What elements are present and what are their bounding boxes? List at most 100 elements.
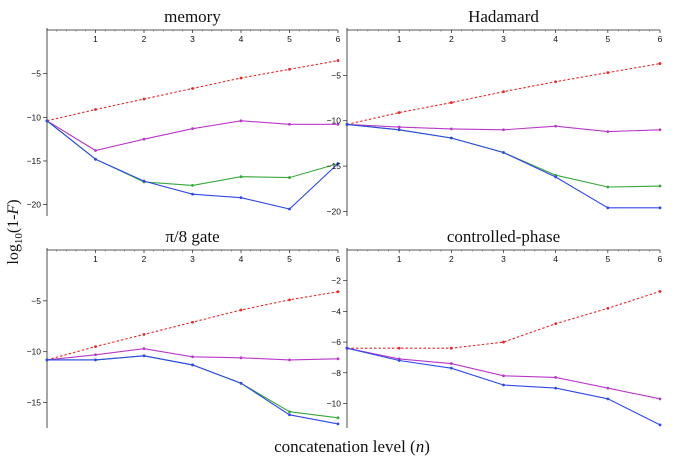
x-tick-label: 5 (605, 34, 610, 44)
y-tick-label: −5 (31, 69, 41, 79)
y-tick-label: −15 (27, 398, 42, 408)
x-tick-label: 5 (605, 254, 610, 264)
data-point-magenta (191, 127, 194, 131)
data-point-magenta (336, 122, 340, 126)
x-tick-label: 1 (397, 254, 402, 264)
x-tick-label: 4 (239, 254, 244, 264)
chart-panel-4: controlled-phase 1 2 3 4 5 6 −2 −4 −6 −8 −10 (327, 227, 663, 428)
data-point-red (606, 71, 610, 75)
data-point-blue (502, 151, 505, 154)
data-point-blue (94, 157, 97, 161)
data-point-blue (345, 346, 349, 350)
y-tick-label: −20 (27, 200, 42, 210)
y-tick-label: −4 (331, 306, 341, 316)
data-point-green (336, 416, 340, 420)
y-tick-label: −15 (327, 161, 342, 171)
data-point-blue (606, 206, 610, 210)
data-point-blue (554, 175, 558, 179)
data-point-magenta (142, 137, 146, 141)
x-tick-label: 6 (336, 34, 341, 44)
data-point-red (658, 62, 662, 65)
panel-title: π/8 gate (165, 227, 219, 246)
x-tick-label: 6 (658, 34, 663, 44)
chart-panels: memory 1 2 3 4 5 6 −5 −10 −15 −20 Hadamard 1 2 3 4 5 6 −5 −… (27, 7, 663, 428)
x-tick-label: 4 (553, 34, 558, 44)
data-point-magenta (606, 130, 610, 134)
data-point-blue (94, 358, 97, 362)
chart-panel-3: π/8 gate 1 2 3 4 5 6 −5 −10 −15 (27, 227, 341, 428)
y-tick-label: −10 (327, 116, 342, 126)
y-tick-label: −2 (331, 276, 341, 286)
data-point-blue (336, 162, 340, 166)
data-point-magenta (288, 358, 291, 362)
data-point-green (658, 184, 662, 188)
data-point-magenta (191, 355, 194, 359)
data-point-blue (345, 122, 349, 126)
data-point-green (606, 185, 610, 189)
data-point-blue (449, 136, 453, 140)
data-point-green (288, 176, 291, 179)
chart-panel-2: Hadamard 1 2 3 4 5 6 −5 −10 −15 −20 (327, 7, 663, 216)
data-point-blue (658, 206, 662, 210)
data-point-red (94, 108, 97, 111)
data-point-blue (191, 192, 194, 196)
data-point-magenta (239, 356, 243, 360)
data-point-red (554, 322, 558, 326)
series-line-magenta (46, 348, 339, 361)
panel-title: controlled-phase (447, 227, 560, 246)
data-point-red (239, 76, 243, 80)
data-point-blue (336, 422, 340, 426)
data-point-red (336, 59, 340, 62)
data-point-magenta (449, 127, 453, 131)
data-point-green (239, 175, 243, 179)
data-point-red (397, 111, 401, 114)
data-point-blue (554, 386, 558, 390)
data-point-blue (449, 366, 453, 370)
series-line-blue (346, 123, 660, 209)
data-point-red (288, 67, 291, 71)
data-point-red (554, 80, 558, 84)
series-line-green (46, 120, 339, 186)
y-tick-label: −10 (327, 398, 342, 408)
panel-title: Hadamard (468, 7, 539, 26)
series-line-green (346, 123, 661, 188)
data-point-blue (502, 383, 505, 387)
x-tick-label: 3 (190, 254, 195, 264)
y-axis-label: log10(1-F) (5, 199, 25, 264)
data-point-blue (288, 207, 291, 211)
data-point-green (288, 410, 291, 414)
x-tick-label: 1 (397, 34, 402, 44)
data-point-green (191, 184, 194, 187)
data-point-blue (45, 119, 49, 123)
x-tick-label: 2 (142, 254, 147, 264)
data-point-magenta (658, 128, 662, 132)
data-point-magenta (142, 347, 146, 351)
y-tick-label: −5 (31, 296, 41, 306)
data-point-red (658, 290, 662, 293)
series-line-red (346, 63, 661, 125)
data-point-red (502, 90, 505, 94)
x-tick-label: 6 (336, 254, 341, 264)
data-point-red (502, 340, 505, 344)
y-tick-label: −5 (331, 70, 341, 80)
data-point-magenta (554, 375, 558, 379)
x-tick-label: 1 (93, 254, 98, 264)
x-tick-label: 5 (287, 254, 292, 264)
data-point-blue (397, 359, 401, 362)
x-tick-label: 4 (239, 34, 244, 44)
data-point-blue (397, 128, 401, 132)
data-point-blue (191, 363, 194, 367)
data-point-magenta (606, 386, 610, 390)
data-point-blue (239, 196, 243, 200)
data-point-magenta (239, 119, 243, 123)
data-point-blue (142, 354, 146, 358)
series-line-blue (346, 347, 661, 426)
data-point-red (142, 333, 146, 336)
data-point-blue (606, 397, 610, 401)
series-line-magenta (346, 347, 661, 400)
data-point-red (288, 298, 291, 302)
data-point-red (606, 306, 610, 310)
data-point-red (449, 346, 453, 350)
y-tick-label: −10 (27, 347, 42, 357)
